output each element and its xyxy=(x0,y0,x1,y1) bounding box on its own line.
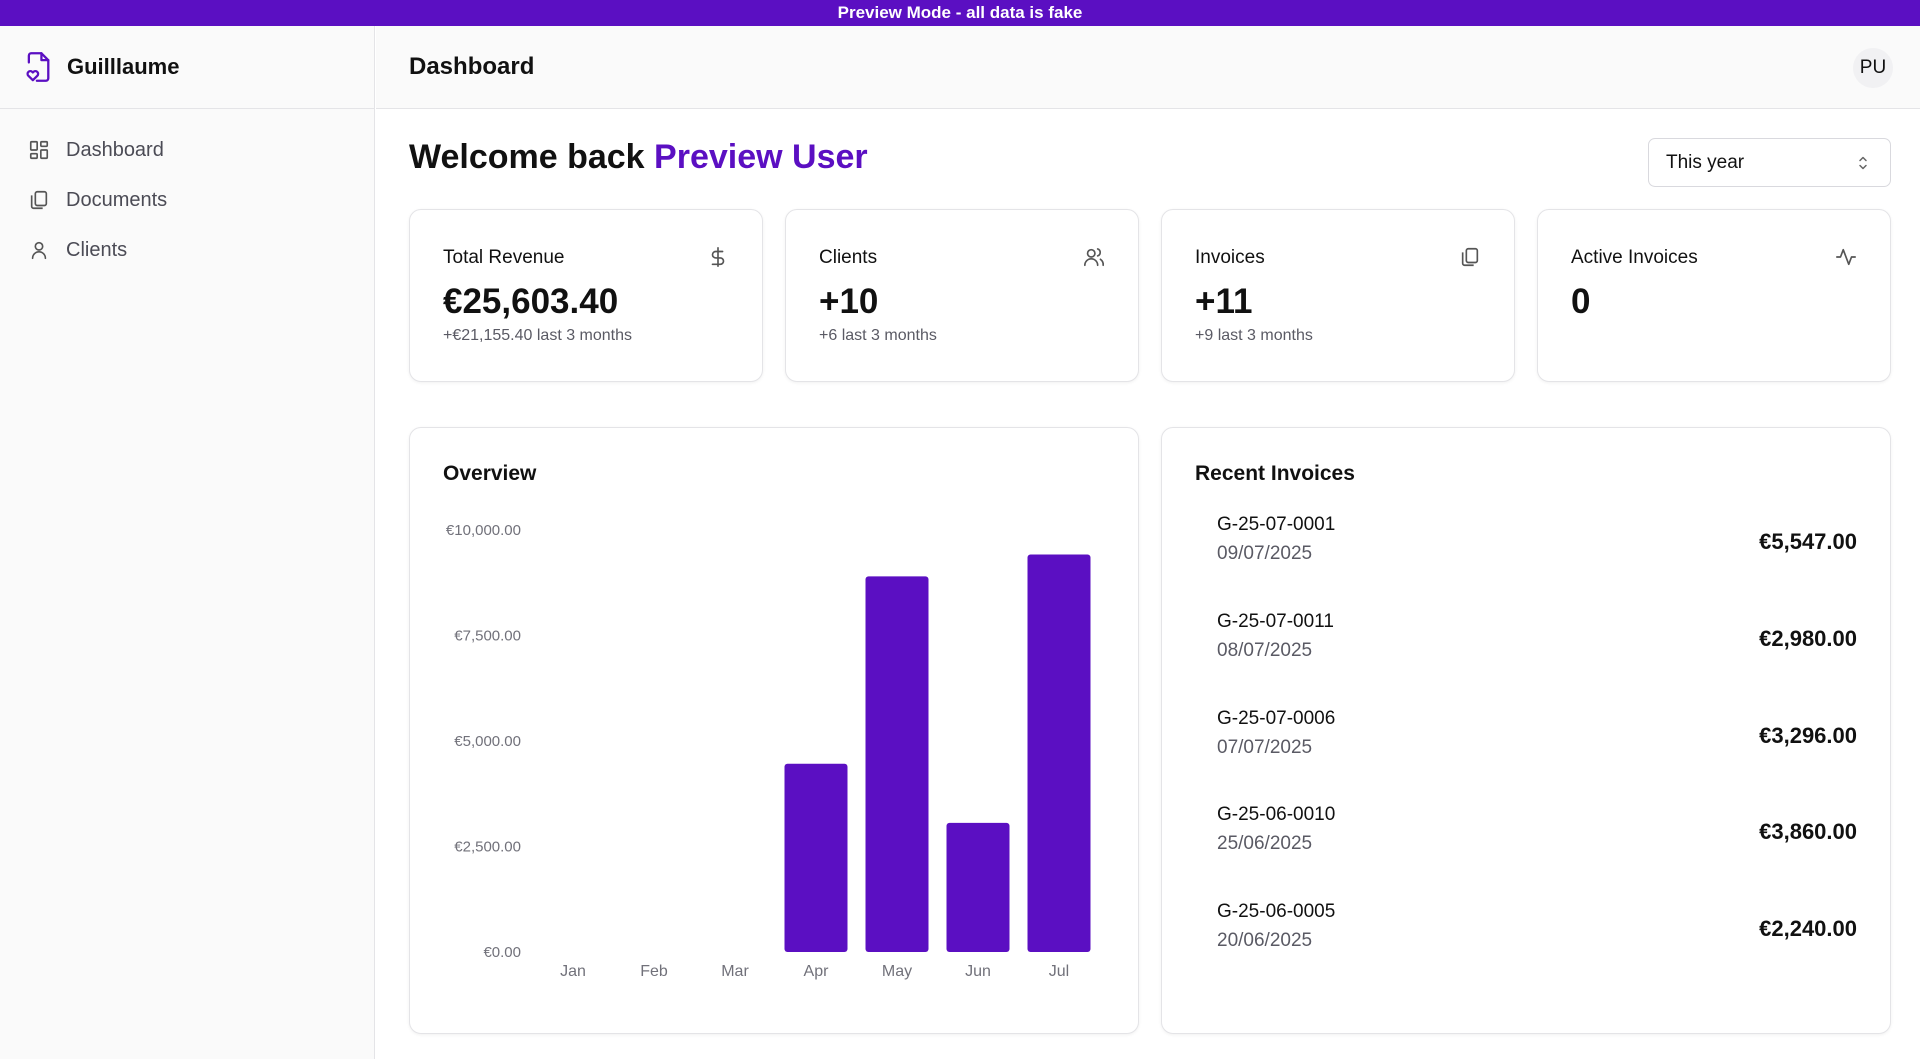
invoice-date: 07/07/2025 xyxy=(1217,737,1313,758)
x-tick-label: Jul xyxy=(1049,963,1069,980)
overview-panel: Overview €0.00 €2,500.00 €5,000.00 €7,500.0… xyxy=(409,427,1139,1034)
sidebar-item-label: Clients xyxy=(66,238,128,261)
welcome-heading: Welcome back Preview User xyxy=(409,138,868,177)
invoice-number: G-25-06-0010 xyxy=(1217,804,1336,825)
bar-apr[interactable] xyxy=(784,763,848,952)
invoice-row[interactable]: G-25-07-0011 08/07/2025 €2,980.00 xyxy=(1217,611,1857,671)
stat-value: €25,603.40 xyxy=(443,282,619,321)
invoice-amount: €5,547.00 xyxy=(1759,529,1857,554)
documents-icon xyxy=(30,190,48,210)
file-heart-icon xyxy=(26,52,50,82)
invoice-row[interactable]: G-25-07-0001 09/07/2025 €5,547.00 xyxy=(1217,514,1857,574)
invoice-number: G-25-07-0011 xyxy=(1217,611,1334,632)
invoice-amount: €2,980.00 xyxy=(1759,626,1857,651)
users-icon xyxy=(1084,248,1104,267)
recent-invoices-title: Recent Invoices xyxy=(1195,462,1355,485)
overview-bar-chart: €0.00 €2,500.00 €5,000.00 €7,500.00 €10,000.… xyxy=(446,522,1091,980)
preview-mode-banner: Preview Mode - all data is fake xyxy=(0,0,1920,26)
invoice-amount: €3,860.00 xyxy=(1759,819,1857,844)
welcome-user-name: Preview User xyxy=(654,138,868,176)
sidebar-item-clients[interactable]: Clients xyxy=(0,225,374,275)
invoice-number: G-25-07-0006 xyxy=(1217,708,1336,729)
invoice-date: 25/06/2025 xyxy=(1217,833,1313,854)
invoice-amount: €3,296.00 xyxy=(1759,723,1857,748)
invoice-number: G-25-07-0001 xyxy=(1217,514,1336,535)
invoice-amount: €2,240.00 xyxy=(1759,916,1857,941)
y-tick-label: €7,500.00 xyxy=(454,628,521,645)
stat-card-invoices: Invoices +11 +9 last 3 months xyxy=(1161,209,1515,382)
copy-icon xyxy=(1461,247,1479,267)
activity-icon xyxy=(1836,248,1856,266)
brand-name: Guilllaume xyxy=(67,54,180,79)
x-tick-label: Feb xyxy=(640,963,668,980)
sidebar-item-documents[interactable]: Documents xyxy=(0,175,374,225)
invoice-row[interactable]: G-25-07-0006 07/07/2025 €3,296.00 xyxy=(1217,708,1857,768)
dollar-icon xyxy=(711,247,725,267)
y-tick-label: €0.00 xyxy=(483,944,521,961)
overview-title: Overview xyxy=(443,462,537,485)
y-tick-label: €2,500.00 xyxy=(454,839,521,856)
welcome-prefix: Welcome back xyxy=(409,138,645,176)
sidebar-item-label: Dashboard xyxy=(66,138,164,161)
x-tick-label: Apr xyxy=(804,963,830,980)
y-tick-label: €10,000.00 xyxy=(446,522,521,539)
period-select[interactable]: This year xyxy=(1648,138,1891,187)
invoice-date: 20/06/2025 xyxy=(1217,930,1313,951)
stat-title: Clients xyxy=(819,247,878,268)
stat-subtext: +6 last 3 months xyxy=(819,327,937,344)
avatar[interactable]: PU xyxy=(1853,48,1893,88)
sidebar-item-label: Documents xyxy=(66,188,168,211)
stat-value: +10 xyxy=(819,282,879,321)
stat-value: +11 xyxy=(1195,282,1253,321)
brand[interactable]: Guilllaume xyxy=(0,26,374,109)
stat-card-clients: Clients +10 +6 last 3 months xyxy=(785,209,1139,382)
user-icon xyxy=(31,241,47,260)
page-title: Dashboard xyxy=(409,53,535,80)
x-tick-label: May xyxy=(882,963,912,980)
sidebar-item-dashboard[interactable]: Dashboard xyxy=(0,125,374,175)
stat-title: Invoices xyxy=(1195,247,1265,268)
bar-jun[interactable] xyxy=(946,822,1010,952)
stat-subtext: +€21,155.40 last 3 months xyxy=(443,327,633,344)
recent-invoices-panel: Recent Invoices G-25-07-0001 09/07/2025 … xyxy=(1161,427,1891,1034)
dashboard-icon xyxy=(29,140,49,160)
y-tick-label: €5,000.00 xyxy=(454,733,521,750)
chevrons-up-down-icon xyxy=(1859,156,1867,170)
invoice-date: 09/07/2025 xyxy=(1217,543,1313,564)
sidebar-nav: Dashboard Documents Clients xyxy=(0,109,374,275)
bar-may[interactable] xyxy=(865,576,929,952)
stat-title: Active Invoices xyxy=(1571,247,1698,268)
invoice-date: 08/07/2025 xyxy=(1217,640,1313,661)
x-tick-label: Jan xyxy=(560,963,586,980)
period-select-value: This year xyxy=(1666,151,1745,173)
invoice-row[interactable]: G-25-06-0005 20/06/2025 €2,240.00 xyxy=(1217,901,1857,961)
bar-jul[interactable] xyxy=(1027,554,1091,952)
sidebar: Guilllaume Dashboard Documents Clients xyxy=(0,26,375,1059)
x-tick-label: Jun xyxy=(965,963,991,980)
stat-subtext: +9 last 3 months xyxy=(1195,327,1313,344)
invoice-row[interactable]: G-25-06-0010 25/06/2025 €3,860.00 xyxy=(1217,804,1857,864)
stat-card-active-invoices: Active Invoices 0 xyxy=(1537,209,1891,382)
stat-card-total-revenue: Total Revenue €25,603.40 +€21,155.40 las… xyxy=(409,209,763,382)
x-tick-label: Mar xyxy=(721,963,749,980)
top-bar: Dashboard PU xyxy=(376,26,1920,109)
stat-title: Total Revenue xyxy=(443,247,565,268)
stat-value: 0 xyxy=(1571,282,1591,321)
invoice-number: G-25-06-0005 xyxy=(1217,901,1336,922)
